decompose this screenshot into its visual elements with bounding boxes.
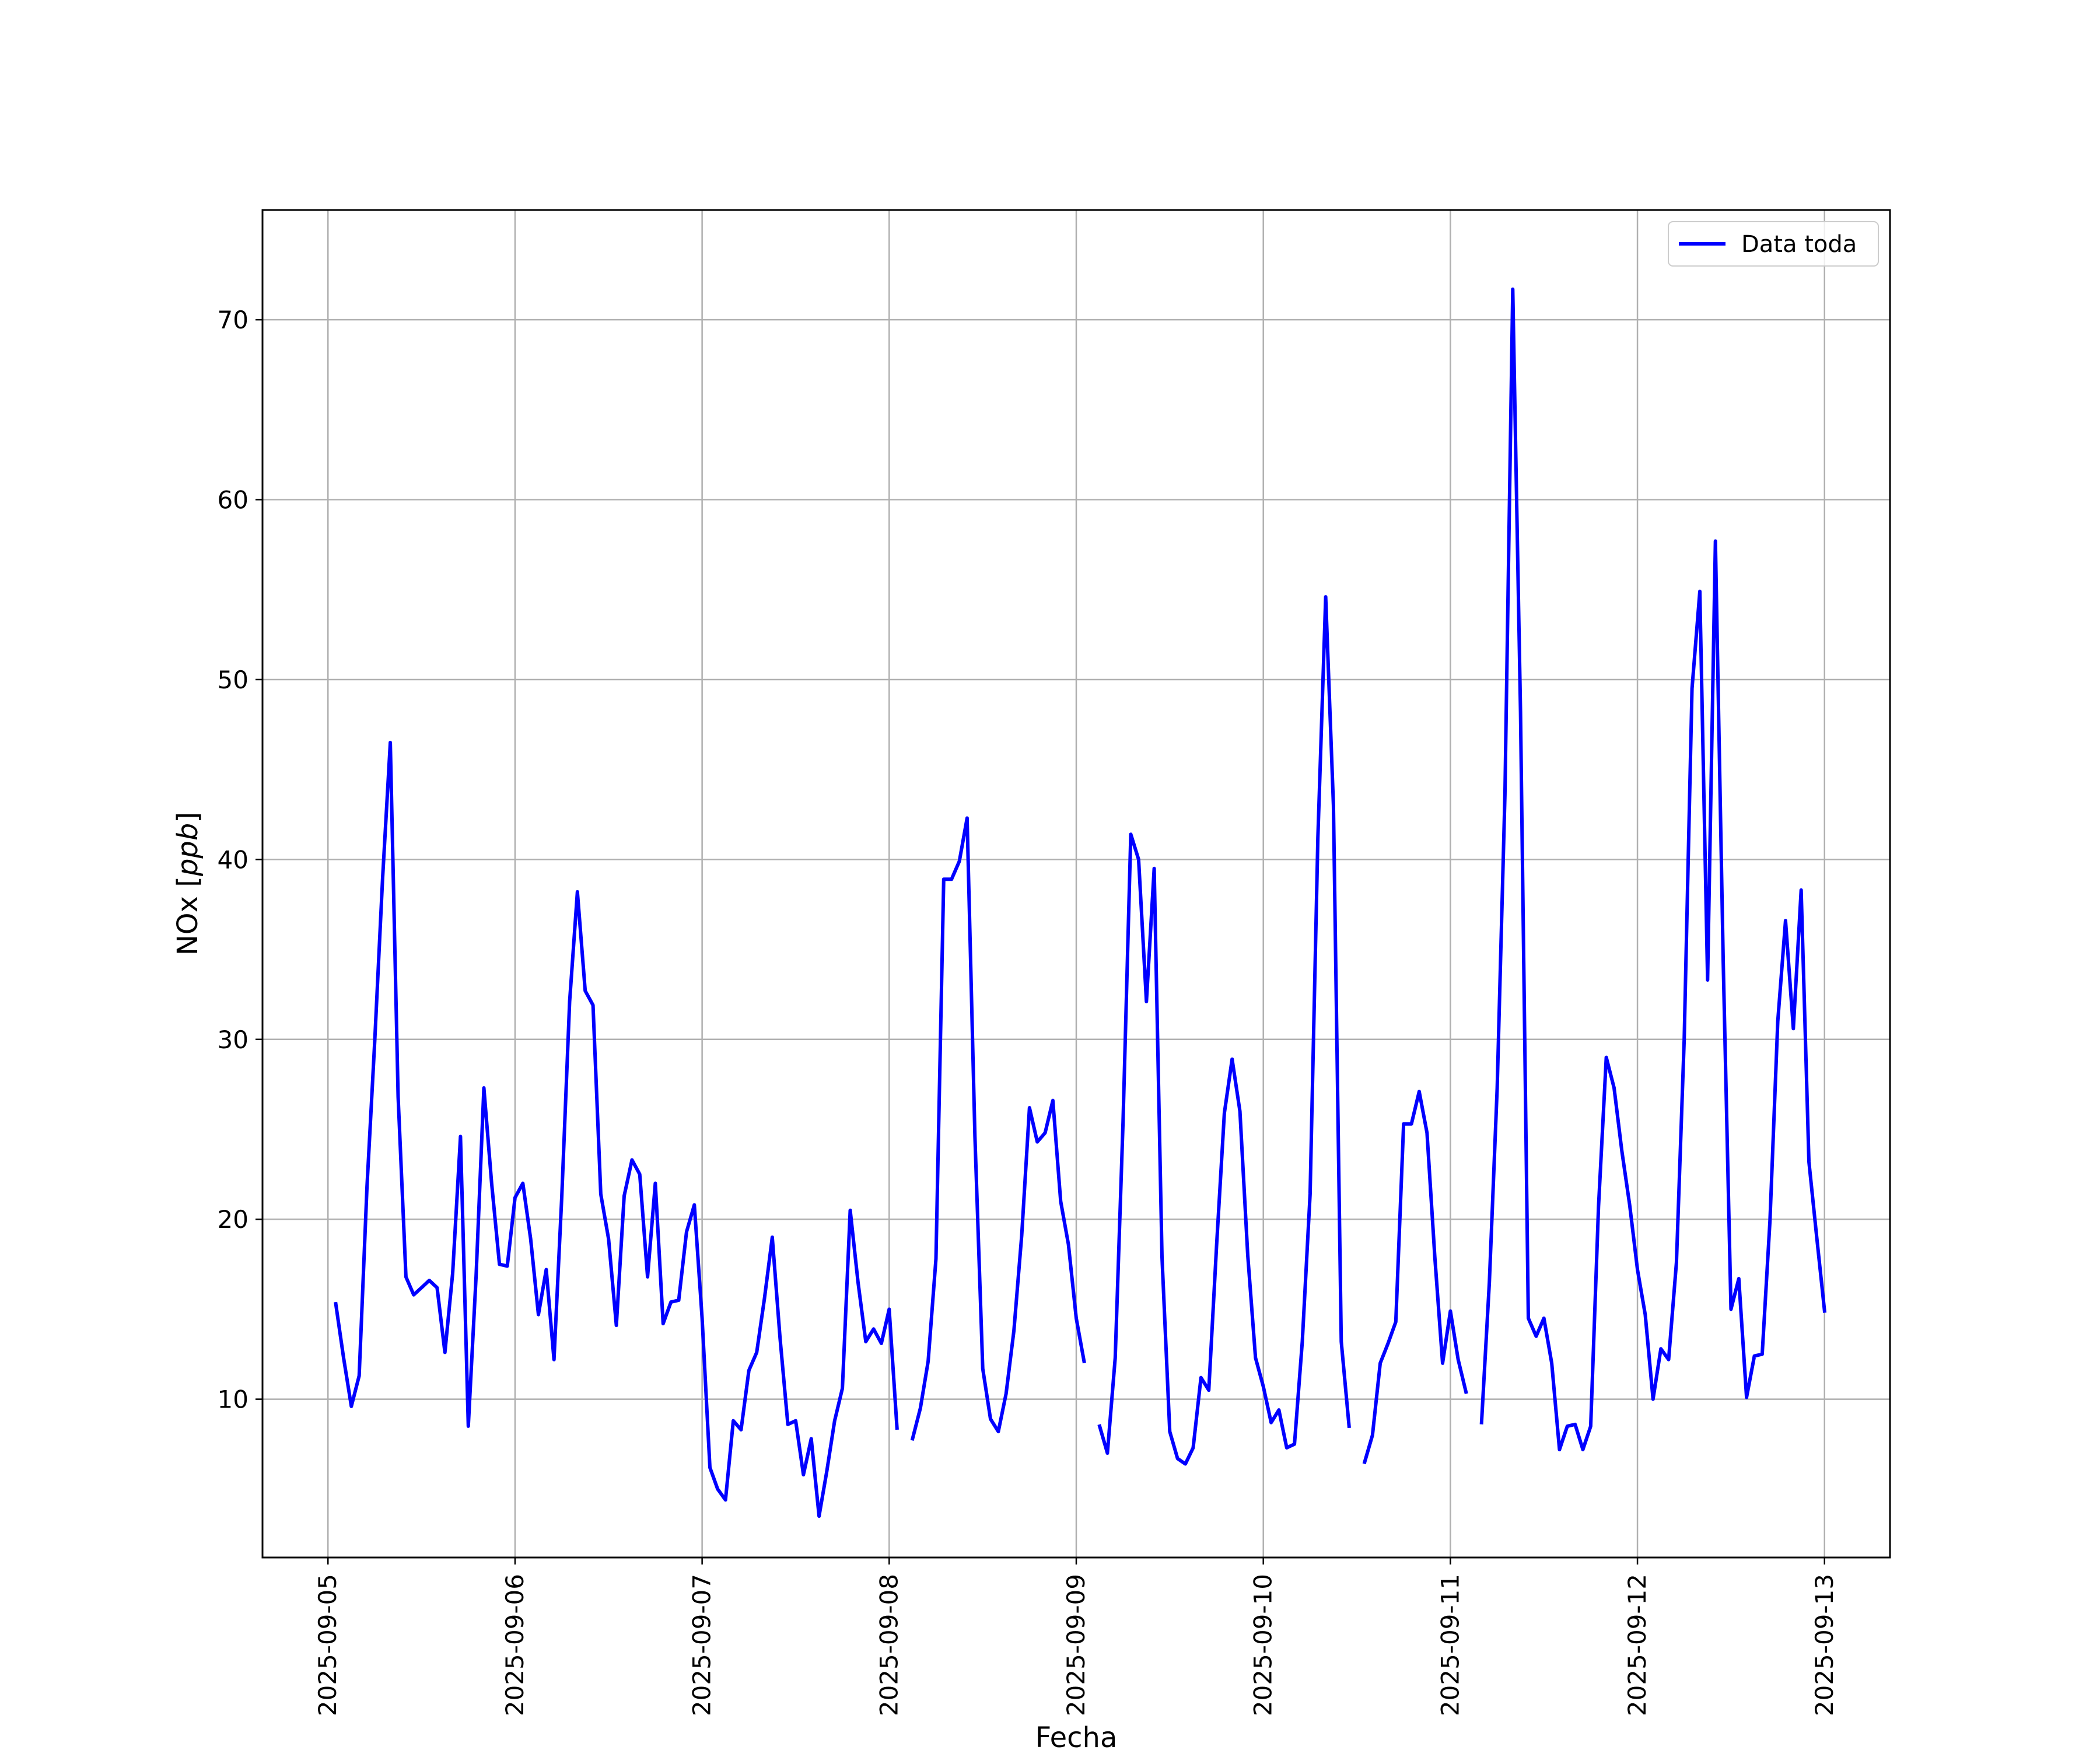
x-tick-label: 2025-09-12 bbox=[1623, 1574, 1651, 1716]
x-tick-label: 2025-09-13 bbox=[1810, 1574, 1839, 1716]
x-tick-label: 2025-09-06 bbox=[501, 1574, 529, 1716]
y-tick-label: 30 bbox=[218, 1026, 249, 1054]
y-tick-label: 70 bbox=[218, 306, 249, 334]
x-tick-label: 2025-09-11 bbox=[1436, 1574, 1464, 1716]
y-tick-label: 50 bbox=[218, 666, 249, 694]
legend: Data toda bbox=[1668, 221, 1879, 267]
x-tick-label: 2025-09-10 bbox=[1249, 1574, 1278, 1716]
y-tick-label: 40 bbox=[218, 845, 249, 874]
y-axis-label-prefix: NOx [ bbox=[172, 876, 204, 956]
y-axis: 10 20 30 40 50 60 70 bbox=[218, 306, 262, 1414]
y-axis-label: NOx [ppb] bbox=[172, 812, 204, 956]
x-tick-label: 2025-09-09 bbox=[1062, 1574, 1090, 1716]
series-line-data-toda bbox=[334, 287, 1827, 1518]
series-layer bbox=[334, 287, 1827, 1518]
grid bbox=[262, 210, 1890, 1558]
y-axis-label-suffix: ] bbox=[172, 812, 204, 823]
x-axis: 2025-09-05 2025-09-06 2025-09-07 2025-09-08… bbox=[313, 1558, 1839, 1716]
x-tick-label: 2025-09-05 bbox=[313, 1574, 342, 1716]
legend-box bbox=[1668, 221, 1879, 267]
legend-label: Data toda bbox=[1741, 231, 1857, 258]
x-axis-label: Fecha bbox=[1035, 1721, 1118, 1750]
x-tick-label: 2025-09-07 bbox=[688, 1574, 716, 1716]
y-tick-label: 10 bbox=[218, 1385, 249, 1414]
y-axis-label-unit: ppb bbox=[172, 823, 204, 877]
x-tick-label: 2025-09-08 bbox=[874, 1574, 903, 1716]
y-tick-label: 20 bbox=[218, 1205, 249, 1234]
y-tick-label: 60 bbox=[218, 486, 249, 514]
